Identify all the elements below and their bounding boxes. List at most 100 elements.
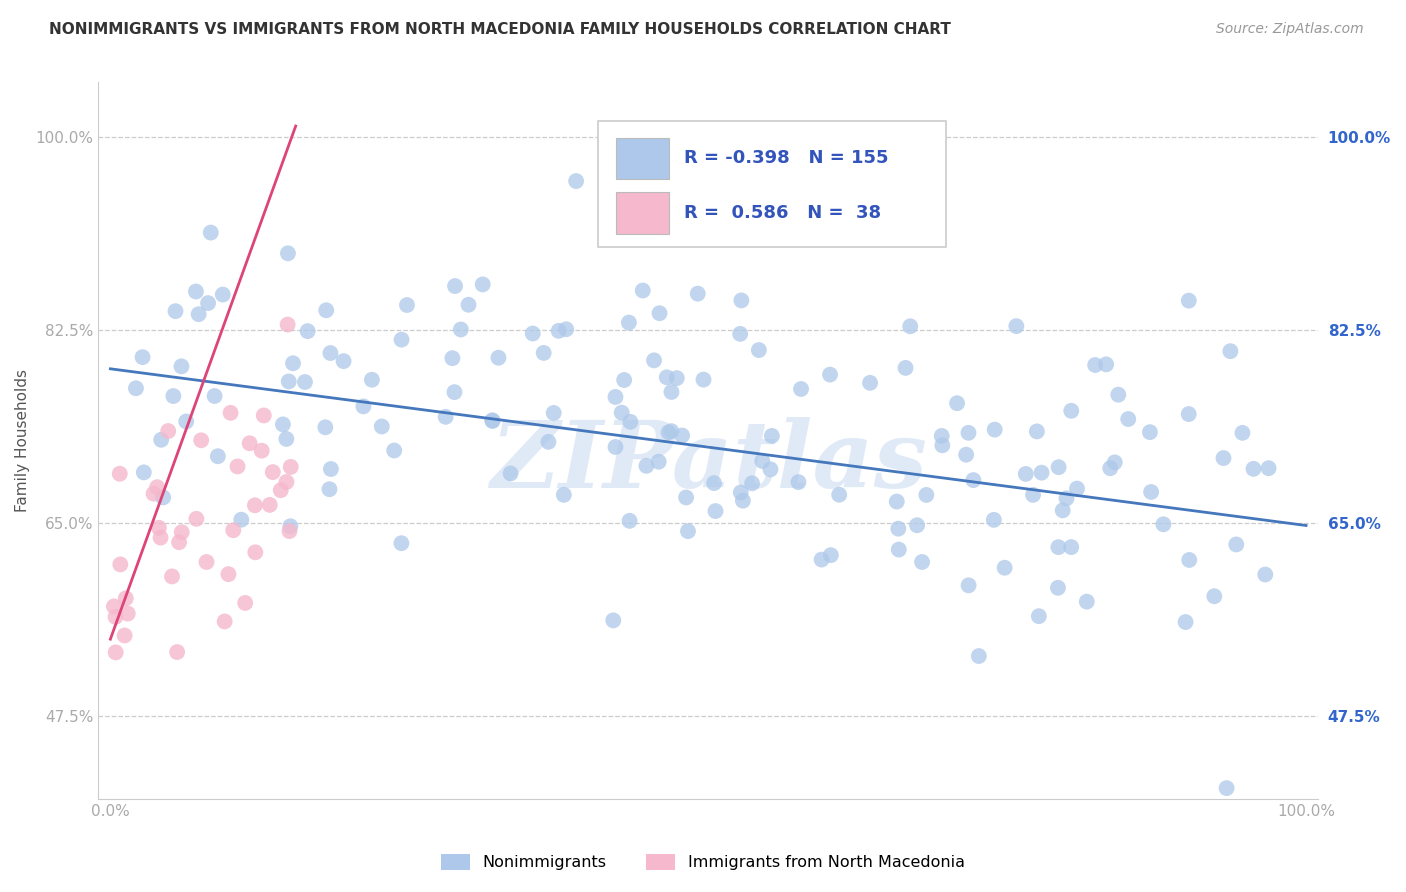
Point bbox=[555, 322, 578, 336]
Point bbox=[1257, 461, 1279, 475]
Point bbox=[1047, 460, 1070, 475]
Point bbox=[957, 578, 980, 592]
Point bbox=[1031, 466, 1053, 480]
Point bbox=[186, 512, 208, 526]
Point bbox=[281, 356, 304, 370]
Point bbox=[1116, 412, 1139, 426]
Point bbox=[481, 413, 503, 427]
Point bbox=[1107, 387, 1129, 401]
Point bbox=[1060, 540, 1083, 554]
Point bbox=[271, 417, 294, 432]
Point bbox=[1140, 485, 1163, 500]
Point bbox=[1178, 553, 1201, 567]
Point bbox=[748, 343, 770, 357]
Point bbox=[648, 306, 671, 320]
Point bbox=[219, 406, 242, 420]
Point bbox=[1095, 357, 1118, 371]
Point bbox=[1139, 425, 1161, 439]
Point bbox=[226, 459, 249, 474]
Point bbox=[619, 415, 641, 429]
Point bbox=[728, 326, 751, 341]
Point bbox=[167, 535, 190, 549]
Point bbox=[931, 438, 953, 452]
Point bbox=[239, 436, 262, 450]
Point bbox=[276, 432, 298, 446]
Point bbox=[643, 353, 665, 368]
Point bbox=[994, 560, 1017, 574]
Point bbox=[389, 536, 412, 550]
Point bbox=[790, 382, 813, 396]
Point bbox=[730, 293, 752, 308]
Point bbox=[162, 389, 184, 403]
Text: Source: ZipAtlas.com: Source: ZipAtlas.com bbox=[1216, 22, 1364, 37]
Point bbox=[1028, 609, 1050, 624]
Point bbox=[187, 307, 209, 321]
Point bbox=[1152, 517, 1174, 532]
Point bbox=[197, 296, 219, 310]
Point bbox=[553, 488, 575, 502]
Point bbox=[647, 455, 669, 469]
Point bbox=[741, 476, 763, 491]
Point bbox=[1174, 615, 1197, 629]
Point bbox=[233, 596, 256, 610]
Point bbox=[207, 449, 229, 463]
Point bbox=[686, 286, 709, 301]
Point bbox=[818, 368, 841, 382]
Point bbox=[314, 420, 336, 434]
Point bbox=[671, 428, 693, 442]
Point bbox=[450, 322, 472, 336]
Point bbox=[703, 476, 725, 491]
Point bbox=[1015, 467, 1038, 481]
Point bbox=[319, 346, 342, 360]
Point bbox=[1204, 589, 1226, 603]
Point bbox=[983, 423, 1005, 437]
Text: R =  0.586   N =  38: R = 0.586 N = 38 bbox=[683, 203, 882, 222]
Point bbox=[636, 458, 658, 473]
Point bbox=[114, 591, 136, 606]
Point bbox=[190, 434, 212, 448]
Point bbox=[110, 558, 132, 572]
Point bbox=[222, 523, 245, 537]
Point bbox=[444, 279, 467, 293]
Point bbox=[488, 351, 510, 365]
Point bbox=[915, 488, 938, 502]
Point bbox=[200, 226, 222, 240]
Point bbox=[613, 373, 636, 387]
Point bbox=[911, 555, 934, 569]
Point bbox=[457, 298, 479, 312]
Point bbox=[1052, 503, 1074, 517]
Point bbox=[675, 491, 697, 505]
Point bbox=[1005, 319, 1028, 334]
Point bbox=[382, 443, 405, 458]
Point bbox=[810, 552, 832, 566]
Point bbox=[262, 465, 284, 479]
Point bbox=[253, 409, 276, 423]
Point bbox=[395, 298, 418, 312]
Point bbox=[957, 425, 980, 440]
Point bbox=[657, 425, 679, 440]
Point bbox=[1025, 425, 1047, 439]
Point bbox=[983, 513, 1005, 527]
Point bbox=[319, 462, 342, 476]
Point bbox=[371, 419, 394, 434]
Point bbox=[962, 473, 984, 487]
Point bbox=[277, 318, 299, 332]
Point bbox=[217, 567, 239, 582]
Point bbox=[659, 424, 682, 438]
Point bbox=[434, 409, 457, 424]
Point bbox=[211, 287, 233, 301]
Point bbox=[1243, 462, 1265, 476]
Point bbox=[245, 545, 267, 559]
Point bbox=[543, 406, 565, 420]
Point bbox=[270, 483, 292, 498]
Point bbox=[170, 359, 193, 374]
Point bbox=[160, 569, 183, 583]
Point bbox=[259, 498, 281, 512]
Point bbox=[731, 493, 754, 508]
Point bbox=[108, 467, 131, 481]
Point bbox=[1177, 407, 1199, 421]
Point bbox=[114, 628, 136, 642]
Point bbox=[859, 376, 882, 390]
Text: ZIPatlas: ZIPatlas bbox=[489, 417, 927, 507]
Text: NONIMMIGRANTS VS IMMIGRANTS FROM NORTH MACEDONIA FAMILY HOUSEHOLDS CORRELATION C: NONIMMIGRANTS VS IMMIGRANTS FROM NORTH M… bbox=[49, 22, 950, 37]
